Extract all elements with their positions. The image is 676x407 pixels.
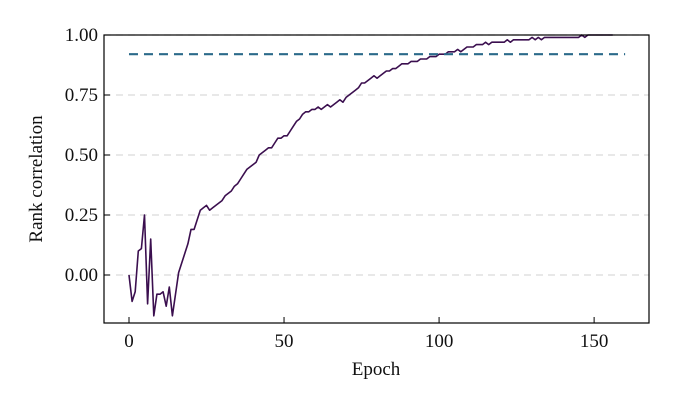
y-tick-label: 0.75 <box>65 85 98 106</box>
x-tick-label: 150 <box>580 331 609 352</box>
y-tick-label: 0.00 <box>65 265 98 286</box>
y-tick-label: 0.25 <box>65 205 98 226</box>
x-tick-label: 100 <box>425 331 454 352</box>
x-tick-label: 50 <box>275 331 294 352</box>
x-tick-label: 0 <box>124 331 134 352</box>
y-tick-label: 0.50 <box>65 145 98 166</box>
y-axis-label: Rank correlation <box>26 115 47 243</box>
plot-frame <box>103 34 650 324</box>
data-line <box>128 34 613 317</box>
y-tick-label: 1.00 <box>65 25 98 46</box>
x-axis-label: Epoch <box>352 359 401 380</box>
